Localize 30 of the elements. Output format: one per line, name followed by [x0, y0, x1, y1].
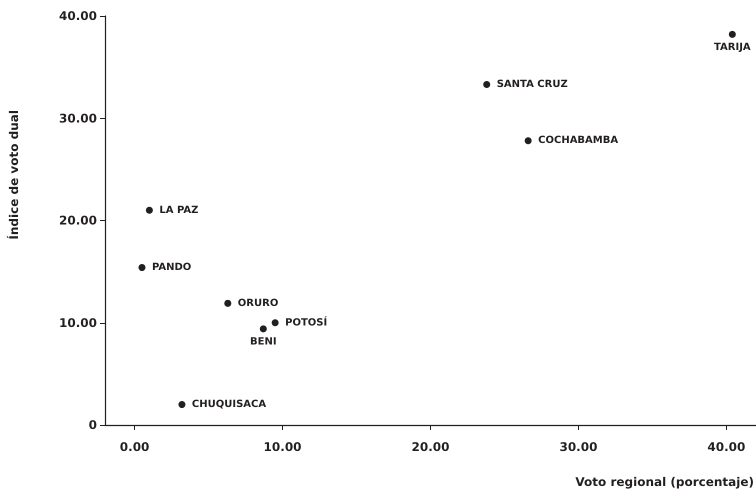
point: [260, 325, 267, 332]
point: [146, 206, 153, 214]
annotation: BENI: [250, 336, 277, 348]
point: [224, 300, 232, 307]
x-tick-label: 30.00: [559, 440, 598, 454]
point: [524, 137, 532, 144]
annotation: TARIJA: [714, 42, 751, 53]
point: [178, 401, 186, 408]
y-tick-label: 10.00: [59, 316, 97, 330]
annotation: CHUQUISACA: [192, 399, 266, 410]
point: [272, 319, 279, 326]
y-axis-title: Índice de voto dual: [6, 110, 21, 240]
annotation: LA PAZ: [159, 204, 198, 216]
annotation: POTOSÍ: [285, 315, 328, 328]
annotation: ORURO: [238, 298, 278, 309]
point: [483, 81, 490, 88]
x-tick-label: 10.00: [264, 440, 302, 454]
y-tick-label: 30.00: [59, 111, 97, 126]
annotation: PANDO: [152, 262, 192, 274]
x-axis-title: Voto regional (porcentaje): [575, 475, 754, 489]
annotation: COCHABAMBA: [538, 135, 618, 146]
point: [138, 264, 146, 272]
x-tick-label: 20.00: [412, 440, 450, 454]
y-tick-label: 40.00: [59, 9, 97, 23]
y-tick-label: 20.00: [59, 214, 97, 228]
point: [728, 30, 736, 38]
annotation: SANTA CRUZ: [496, 79, 568, 90]
y-tick-label: 0: [88, 418, 97, 432]
x-tick-label: 0.00: [120, 440, 150, 454]
x-tick-label: 40.00: [707, 440, 746, 454]
